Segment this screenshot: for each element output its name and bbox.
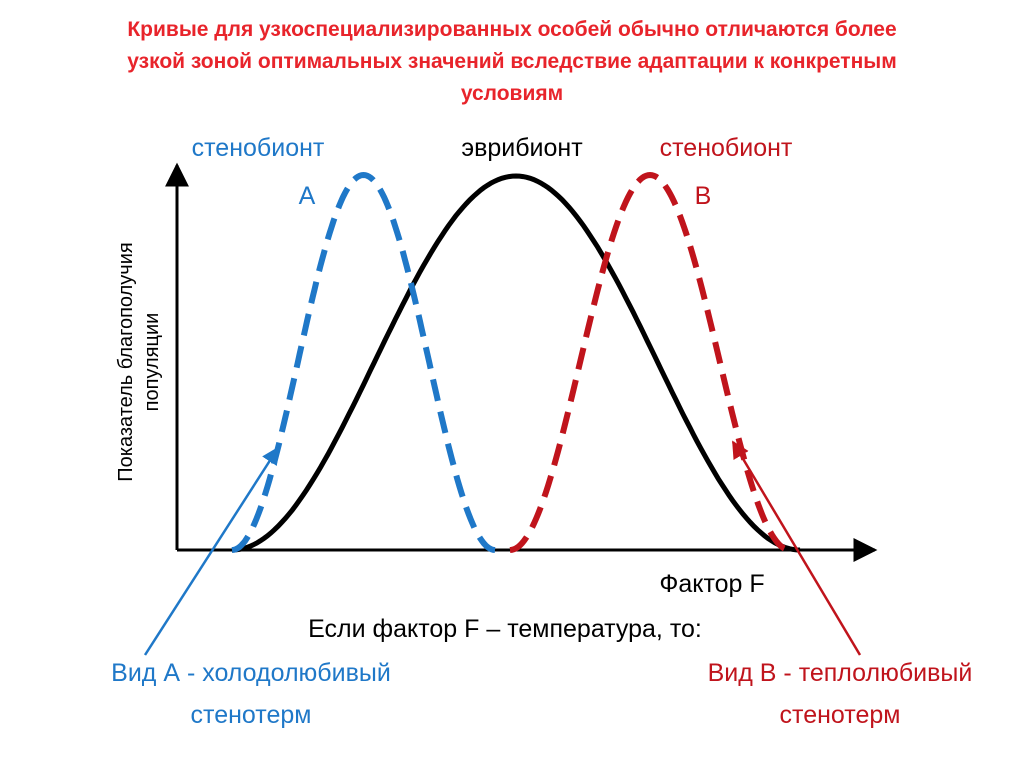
stenobiont-a-curve: [231, 171, 496, 553]
species-a-line1: Вид А - холодолюбивый: [111, 659, 391, 687]
eurybiont-curve: [231, 173, 801, 553]
stenobiont-b-label: стенобионт: [660, 134, 793, 162]
y-axis-label-line2: популяции: [141, 313, 163, 412]
species-b-line2: стенотерм: [780, 701, 901, 729]
condition-text: Если фактор F – температура, то:: [308, 615, 702, 643]
x-axis-label: Фактор F: [659, 570, 764, 598]
slide-title: Кривые для узкоспециализированных особей…: [20, 14, 1004, 110]
stenobiont-a-letter: А: [299, 182, 316, 210]
title-line-2: узкой зоной оптимальных значений вследст…: [127, 50, 897, 73]
title-line-1: Кривые для узкоспециализированных особей…: [127, 18, 897, 41]
stenobiont-a-label: стенобионт: [192, 134, 325, 162]
species-b-line1: Вид В - теплолюбивый: [708, 659, 973, 687]
species-a-line2: стенотерм: [191, 701, 312, 729]
title-line-3: условиям: [460, 82, 564, 105]
eurybiont-label: эврибионт: [461, 134, 583, 162]
stenobiont-b-letter: В: [695, 182, 712, 210]
stenobiont-b-curve: [509, 171, 791, 553]
species-a-arrow: [143, 446, 280, 656]
y-axis-label-line1: Показатель благополучия: [115, 242, 137, 481]
species-b-arrow: [731, 440, 862, 656]
